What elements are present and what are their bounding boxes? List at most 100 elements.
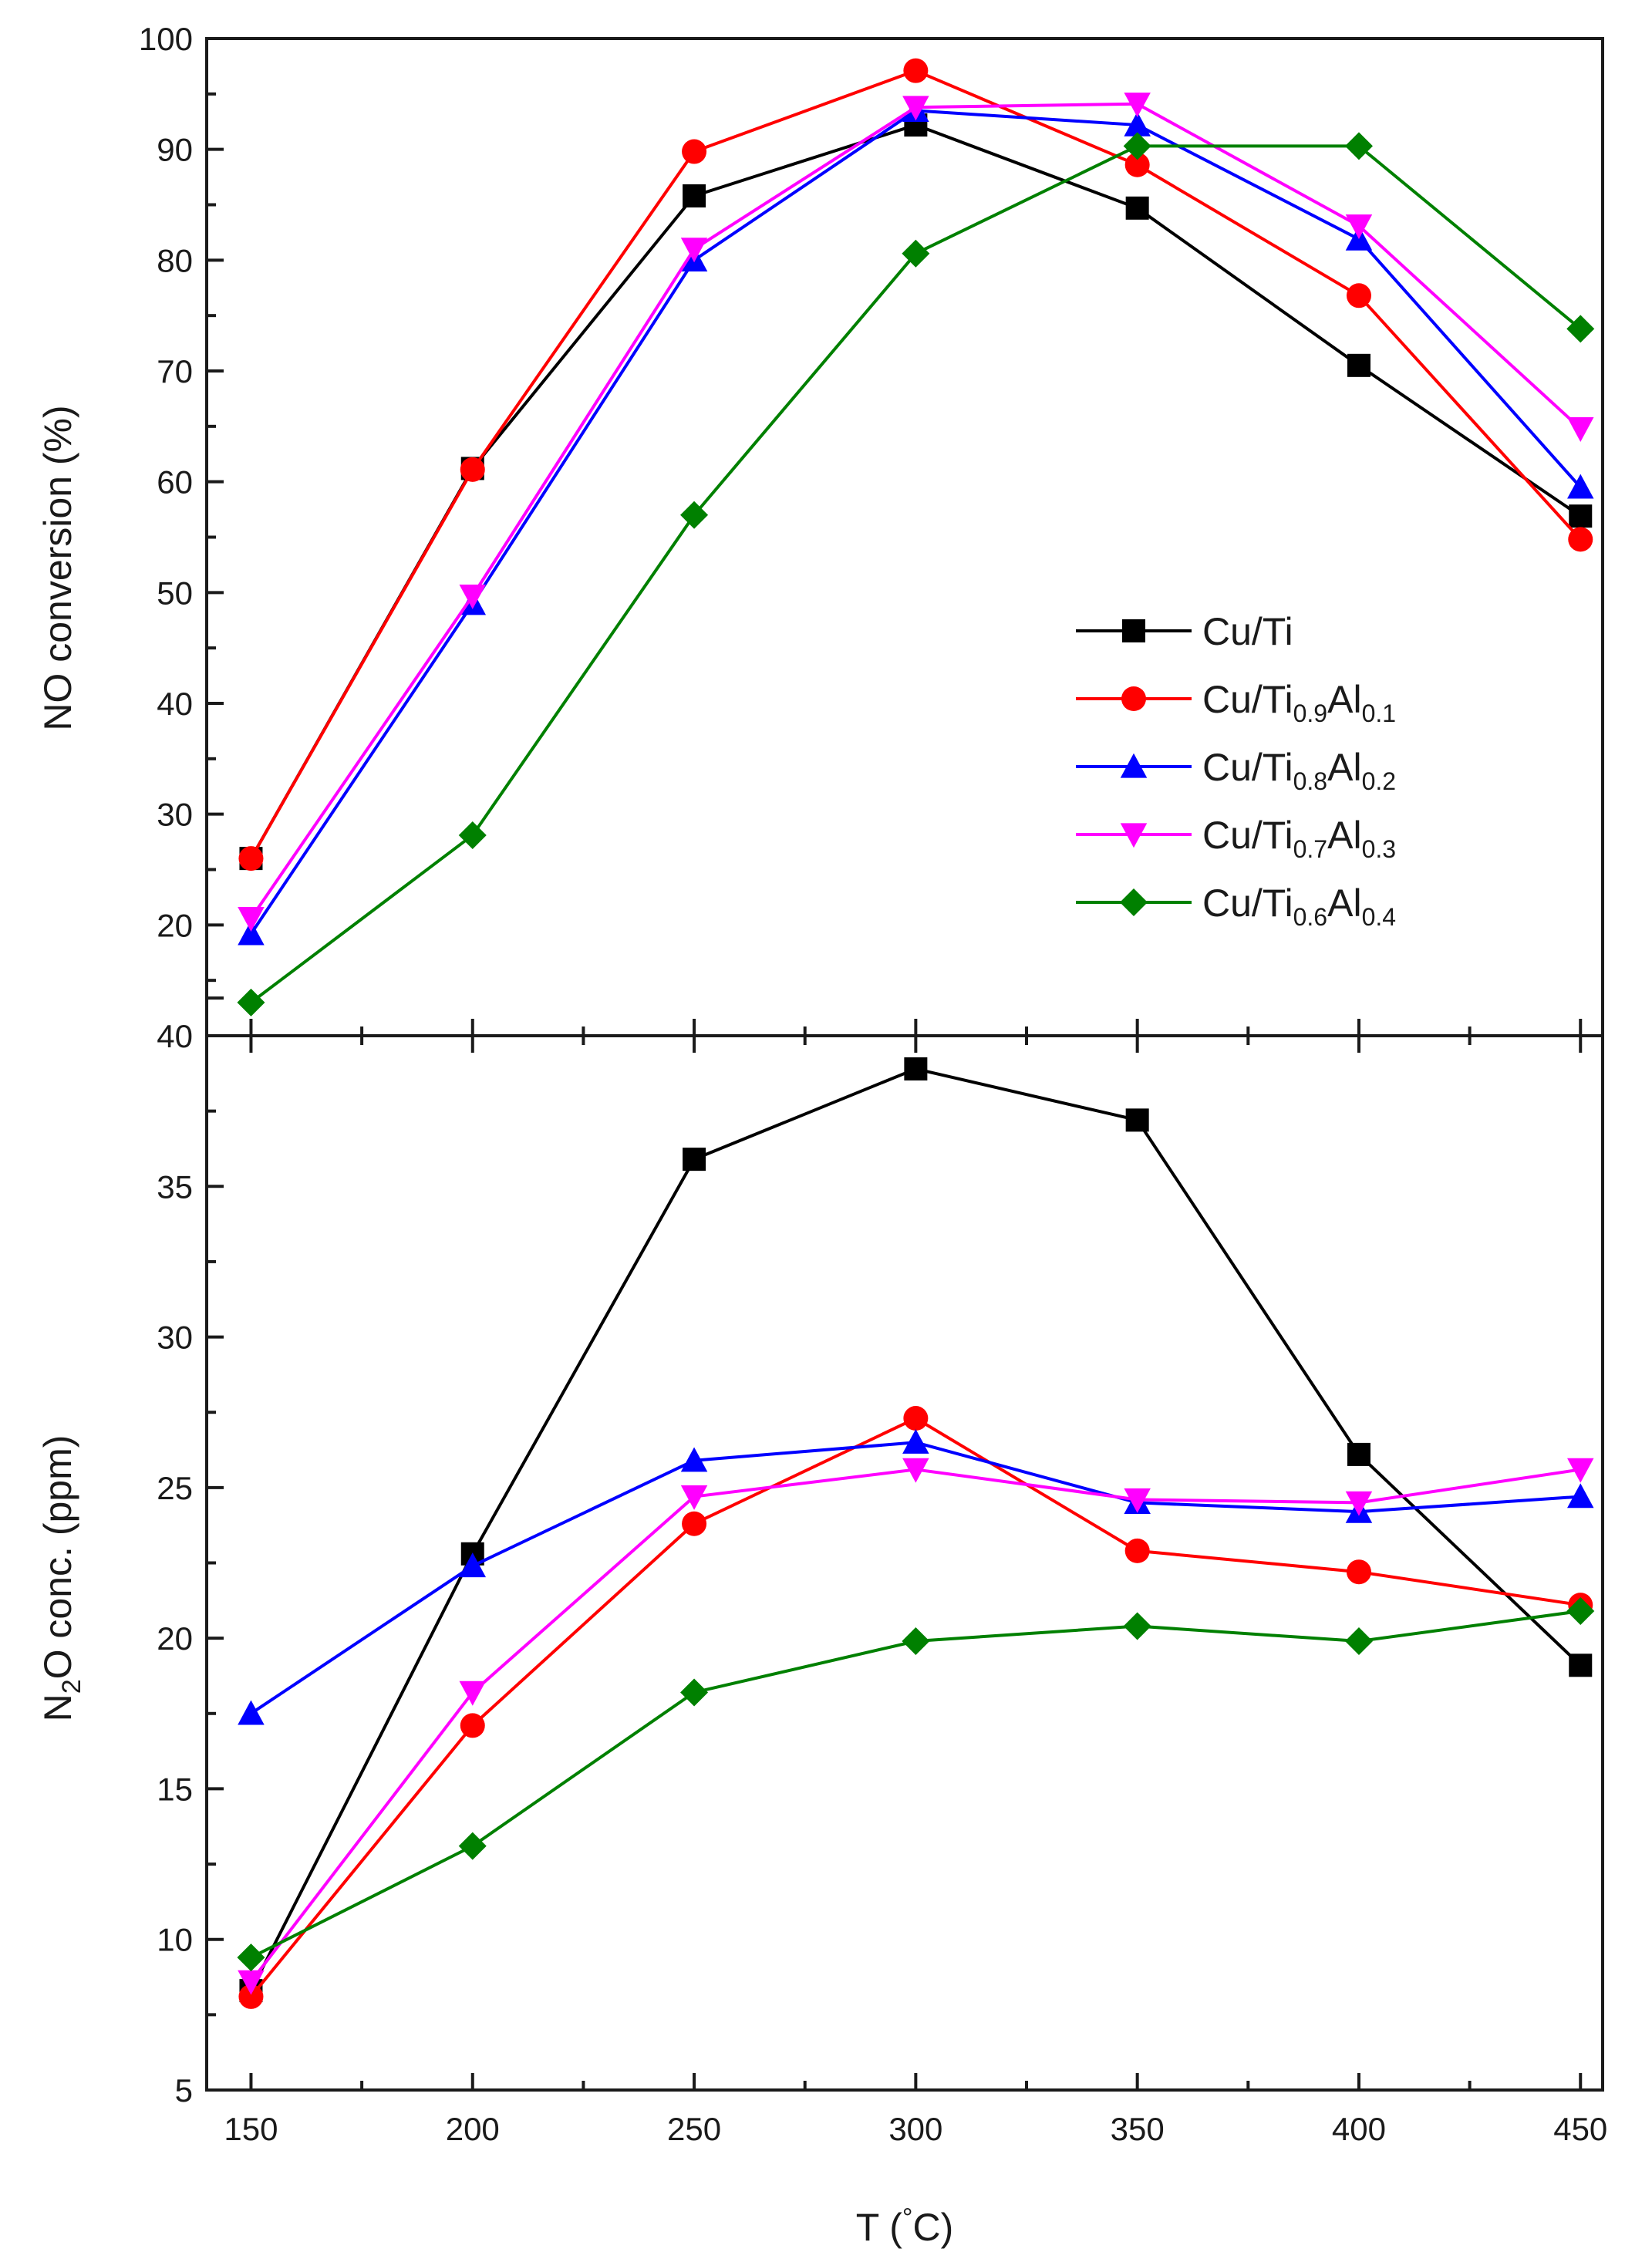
- bottom-series-3: [238, 1458, 1594, 1995]
- bottom-y-tick-label: 5: [175, 2072, 193, 2109]
- x-tick-label: 350: [1111, 2111, 1165, 2147]
- bottom-data-point: [1567, 1458, 1594, 1483]
- top-y-tick-label: 30: [157, 797, 193, 833]
- top-series-4: [237, 132, 1595, 1016]
- top-data-point: [1125, 196, 1149, 220]
- legend-label: Cu/Ti: [1202, 610, 1293, 653]
- axis-titles: NO conversion (%) N2O conc. (ppm) T (°C): [36, 405, 953, 2249]
- legend-marker: [1120, 823, 1148, 848]
- bottom-data-point: [459, 1552, 487, 1578]
- bottom-y-tick-label: 15: [157, 1771, 193, 1807]
- top-series-line: [250, 144, 1582, 1004]
- top-data-point: [683, 184, 706, 208]
- legend: Cu/Ti Cu/Ti0.9Al0.1 Cu/Ti0.8Al0.2 Cu/Ti0.7A…: [1076, 610, 1396, 931]
- top-y-tick-label: 40: [157, 686, 193, 722]
- top-data-point: [1345, 214, 1373, 240]
- legend-label: Cu/Ti0.7Al0.3: [1202, 814, 1396, 863]
- bottom-series-line: [249, 1468, 1581, 1983]
- top-data-point: [902, 96, 929, 121]
- bottom-data-point: [237, 1943, 265, 1972]
- bottom-series-line: [250, 1610, 1581, 1959]
- bottom-data-point: [460, 1713, 485, 1738]
- legend-item: Cu/Ti0.9Al0.1: [1076, 678, 1396, 727]
- top-data-point: [1347, 353, 1370, 377]
- top-data-point: [680, 501, 709, 529]
- bottom-y-tick-label: 25: [157, 1470, 193, 1506]
- bottom-data-point: [680, 1485, 708, 1510]
- bottom-series-line: [249, 1067, 1582, 1992]
- top-plot-frame: [205, 37, 1604, 1037]
- top-y-tick-label: 90: [157, 132, 193, 168]
- legend-marker: [1120, 753, 1148, 778]
- top-data-point: [903, 58, 929, 83]
- bottom-data-point: [1566, 1596, 1595, 1625]
- top-y-tick-label: 70: [157, 353, 193, 389]
- top-data-point: [1568, 527, 1593, 552]
- top-data-point: [238, 920, 265, 946]
- bottom-data-point: [1125, 1108, 1149, 1132]
- bottom-series-4: [237, 1596, 1595, 1972]
- top-data-point: [1569, 504, 1593, 528]
- top-data-point: [902, 239, 930, 268]
- bottom-plot-frame: [205, 1034, 1604, 2092]
- bottom-y-tick-label: 10: [157, 1922, 193, 1958]
- top-data-point: [1566, 315, 1595, 343]
- legend-marker: [1122, 619, 1145, 642]
- bottom-data-point: [680, 1678, 709, 1707]
- top-data-point: [1344, 132, 1373, 160]
- top-data-point: [1567, 417, 1594, 442]
- x-tick-label: 300: [888, 2111, 942, 2147]
- bottom-data-point: [683, 1148, 706, 1171]
- bottom-data-point: [1123, 1612, 1151, 1640]
- bottom-data-point: [1345, 1491, 1373, 1516]
- top-panel: 20 30 40 50 60 70 80 90 100: [139, 21, 1604, 1037]
- legend-marker: [1120, 888, 1148, 916]
- bottom-data-point: [458, 1832, 487, 1860]
- bottom-data-point: [1567, 1483, 1594, 1509]
- legend-item: Cu/Ti0.7Al0.3: [1076, 814, 1396, 863]
- x-tick-label: 250: [667, 2111, 721, 2147]
- bottom-data-point: [1344, 1627, 1373, 1656]
- legend-label: Cu/Ti0.6Al0.4: [1202, 882, 1396, 931]
- legend-label: Cu/Ti0.9Al0.1: [1202, 678, 1396, 727]
- bottom-data-point: [904, 1057, 928, 1080]
- top-data-point: [680, 238, 708, 263]
- bottom-data-point: [902, 1429, 929, 1454]
- legend-marker: [1121, 686, 1146, 711]
- top-y-tick-label: 80: [157, 242, 193, 278]
- legend-label: Cu/Ti0.8Al0.2: [1202, 746, 1396, 795]
- top-data-point: [459, 584, 487, 609]
- top-data-point: [1124, 93, 1151, 118]
- bottom-data-point: [1346, 1559, 1371, 1585]
- top-y-axis-title: NO conversion (%): [36, 405, 79, 730]
- bottom-y-tick-label: 20: [157, 1620, 193, 1657]
- bottom-series-line: [250, 1441, 1581, 1715]
- bottom-y-tick-label: 40: [157, 1018, 193, 1054]
- bottom-data-point: [1124, 1538, 1150, 1563]
- top-series-line: [249, 69, 1582, 860]
- bottom-data-point: [238, 1984, 264, 2009]
- bottom-data-point: [459, 1680, 487, 1706]
- top-series-line: [249, 123, 1582, 860]
- top-y-tick-label: 50: [157, 575, 193, 611]
- legend-item: Cu/Ti0.6Al0.4: [1076, 882, 1396, 931]
- bottom-data-point: [238, 1700, 265, 1725]
- bottom-data-point: [238, 1970, 265, 1995]
- top-series-line: [249, 109, 1582, 935]
- x-tick-label: 450: [1553, 2111, 1607, 2147]
- top-series-3: [238, 93, 1594, 932]
- top-data-point: [238, 846, 264, 871]
- top-y-tick-label: 20: [157, 907, 193, 943]
- top-data-point: [1123, 132, 1151, 160]
- x-tick-label: 400: [1332, 2111, 1386, 2147]
- x-axis-title: T (°C): [856, 2203, 954, 2249]
- legend-item: Cu/Ti0.8Al0.2: [1076, 746, 1396, 795]
- top-series-0: [239, 113, 1593, 871]
- bottom-y-tick-label: 30: [157, 1320, 193, 1356]
- top-data-point: [1124, 111, 1151, 137]
- bottom-series-1: [238, 1406, 1593, 2009]
- bottom-data-point: [903, 1406, 929, 1431]
- top-y-tick-label: 100: [139, 21, 193, 57]
- top-data-point: [237, 988, 265, 1016]
